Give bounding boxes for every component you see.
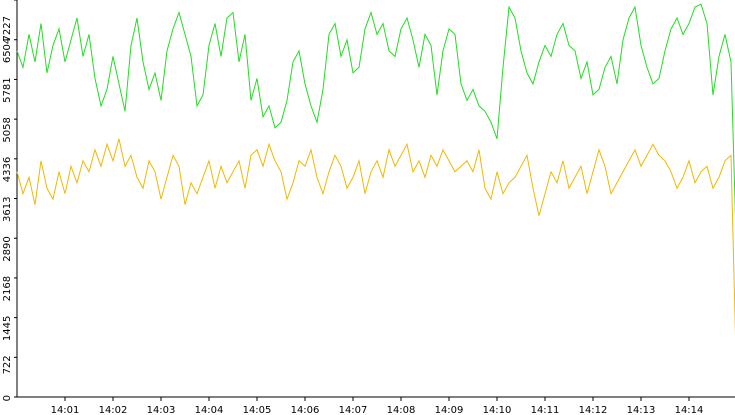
y-tick-label: 722 (2, 355, 13, 374)
x-tick-label: 14:11 (531, 405, 560, 415)
y-tick-label: 1445 (2, 316, 13, 341)
y-tick-label: 5781 (2, 77, 13, 102)
x-tick-label: 14:06 (291, 405, 320, 415)
series-line (16, 3, 735, 219)
x-tick-label: 14:04 (195, 405, 224, 415)
y-tick-label: 2890 (2, 236, 13, 261)
x-tick-label: 14:05 (243, 405, 272, 415)
x-tick-label: 14:13 (627, 405, 656, 415)
y-tick-label: 5058 (2, 117, 13, 142)
x-tick-label: 14:02 (99, 405, 128, 415)
x-tick-label: 14:10 (483, 405, 512, 415)
x-tick-label: 14:14 (675, 405, 704, 415)
x-tick-label: 14:03 (147, 405, 176, 415)
y-tick-label: 6504 (2, 38, 13, 63)
y-tick-label: 0 (2, 395, 13, 401)
y-tick-label: 2168 (2, 276, 13, 301)
y-tick-label: 3613 (2, 197, 13, 222)
x-tick-label: 14:09 (435, 405, 464, 415)
x-tick-label: 14:12 (579, 405, 608, 415)
series-line (16, 138, 735, 337)
x-tick-label: 14:01 (51, 405, 80, 415)
y-tick-label: 4336 (2, 157, 13, 182)
y-tick-label: 7227 (2, 16, 13, 41)
x-tick-label: 14:07 (339, 405, 368, 415)
x-tick-label: 14:08 (387, 405, 416, 415)
